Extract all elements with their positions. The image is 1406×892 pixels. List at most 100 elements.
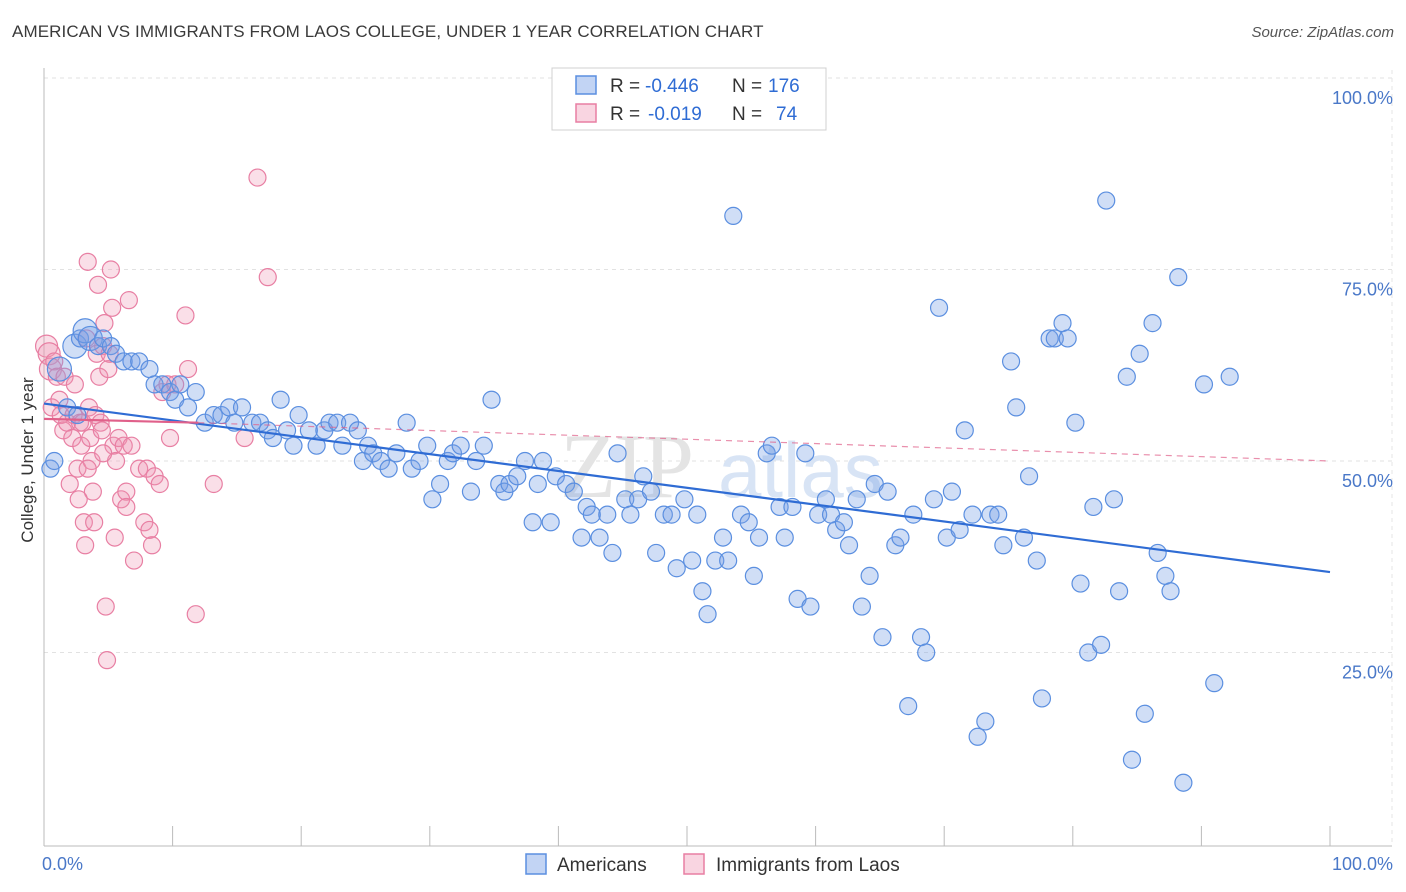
- point-laos-71: [94, 444, 113, 463]
- legend-r-value-2: -0.019: [648, 104, 702, 125]
- point-americans-102: [731, 505, 751, 524]
- trend-line-laos-extended: [198, 422, 1331, 462]
- point-americans-148: [1027, 551, 1046, 570]
- point-americans-153: [1058, 329, 1077, 348]
- point-americans-169: [1161, 582, 1180, 601]
- y-tick-label-0: 100.0%: [1332, 88, 1393, 108]
- point-laos-63: [178, 359, 198, 379]
- point-laos-36: [96, 597, 115, 616]
- point-americans-142: [989, 505, 1008, 524]
- point-americans-155: [1071, 574, 1090, 593]
- point-laos-72: [117, 497, 136, 517]
- point-americans-101: [724, 206, 743, 225]
- point-americans-100: [719, 551, 738, 570]
- point-laos-51: [124, 551, 144, 570]
- point-americans-14: [122, 352, 141, 371]
- point-americans-36: [284, 436, 303, 455]
- point-laos-64: [186, 605, 205, 624]
- point-americans-138: [963, 505, 982, 524]
- point-americans-158: [1091, 635, 1111, 654]
- point-americans-79: [582, 505, 601, 524]
- point-americans-61: [461, 482, 481, 501]
- point-americans-88: [641, 482, 661, 501]
- point-americans-29: [232, 398, 252, 417]
- point-laos-40: [101, 260, 120, 279]
- point-americans-141: [981, 505, 1000, 524]
- point-laos-70: [69, 490, 88, 509]
- point-americans-130: [911, 628, 931, 647]
- point-americans-107: [762, 436, 781, 455]
- point-americans-128: [899, 697, 918, 716]
- point-americans-143: [994, 536, 1013, 555]
- point-laos-54: [137, 459, 156, 478]
- point-americans-131: [917, 643, 936, 662]
- point-americans-15: [130, 352, 149, 371]
- series-americans: [41, 191, 1239, 792]
- x-tick-label-1: 100.0%: [1332, 854, 1393, 874]
- point-americans-132: [924, 490, 944, 509]
- point-laos-65: [204, 474, 223, 494]
- point-americans-133: [929, 298, 949, 317]
- point-americans-68: [508, 467, 527, 486]
- point-laos-50: [122, 436, 141, 455]
- point-americans-168: [1156, 566, 1175, 586]
- point-laos-47: [114, 436, 133, 455]
- point-americans-53: [402, 459, 421, 478]
- point-americans-90: [654, 505, 673, 524]
- point-americans-173: [1205, 674, 1224, 693]
- point-americans-96: [693, 582, 712, 601]
- series-immigrants-from-laos: [34, 168, 277, 670]
- point-laos-68: [258, 268, 277, 287]
- point-americans-167: [1148, 543, 1167, 563]
- legend-swatch-laos: [575, 103, 597, 123]
- point-americans-75: [557, 474, 576, 494]
- point-americans-93: [675, 490, 694, 509]
- point-americans-121: [852, 597, 871, 616]
- point-americans-160: [1104, 490, 1124, 509]
- point-americans-2: [46, 356, 73, 382]
- point-americans-139: [968, 727, 987, 746]
- point-americans-48: [364, 444, 383, 463]
- point-laos-48: [117, 482, 136, 501]
- point-americans-174: [1220, 367, 1239, 386]
- bottom-legend: Americans Immigrants from Laos: [525, 853, 900, 876]
- point-laos-52: [130, 459, 149, 478]
- point-laos-15: [68, 459, 87, 478]
- point-americans-51: [387, 444, 406, 463]
- point-americans-91: [662, 505, 681, 524]
- point-americans-55: [418, 436, 437, 455]
- point-laos-73: [160, 428, 180, 448]
- point-americans-82: [603, 543, 622, 563]
- point-americans-127: [891, 528, 910, 547]
- point-americans-83: [608, 444, 627, 463]
- legend-n-label-1: N =: [732, 76, 762, 97]
- point-laos-35: [95, 314, 114, 333]
- legend-n-value-1: 176: [768, 76, 800, 97]
- point-americans-13: [114, 352, 133, 371]
- point-americans-89: [647, 543, 666, 563]
- point-americans-92: [667, 559, 686, 578]
- point-americans-122: [860, 566, 879, 586]
- point-americans-52: [397, 413, 416, 432]
- watermark: ZIP atlas: [560, 415, 883, 517]
- bottom-legend-label-americans: Americans: [557, 855, 647, 876]
- legend-n-value-2: 74: [776, 104, 798, 125]
- point-americans-21: [171, 375, 190, 394]
- point-americans-10: [94, 329, 113, 348]
- point-americans-64: [482, 390, 501, 409]
- point-americans-159: [1097, 191, 1116, 210]
- point-laos-20: [76, 536, 95, 555]
- point-americans-108: [770, 497, 789, 517]
- point-americans-118: [834, 513, 853, 532]
- point-americans-129: [904, 505, 923, 524]
- point-americans-1: [45, 451, 64, 471]
- point-americans-104: [744, 566, 763, 586]
- point-americans-44: [340, 413, 360, 432]
- point-americans-124: [873, 628, 892, 647]
- point-americans-166: [1143, 314, 1162, 333]
- point-laos-69: [78, 459, 97, 478]
- point-americans-135: [942, 482, 962, 501]
- bottom-legend-swatch-laos: [683, 853, 705, 875]
- x-tick-label-0: 0.0%: [42, 854, 83, 874]
- point-americans-57: [430, 474, 450, 494]
